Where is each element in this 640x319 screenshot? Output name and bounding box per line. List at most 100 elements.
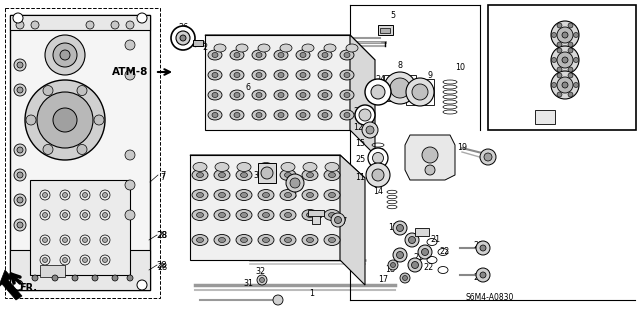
- Ellipse shape: [214, 44, 226, 52]
- Ellipse shape: [340, 110, 354, 120]
- Circle shape: [476, 268, 490, 282]
- Circle shape: [397, 251, 403, 258]
- Circle shape: [371, 85, 385, 99]
- Ellipse shape: [258, 210, 274, 220]
- Circle shape: [45, 35, 85, 75]
- Circle shape: [552, 83, 557, 87]
- Polygon shape: [190, 155, 365, 178]
- Ellipse shape: [196, 173, 204, 177]
- Circle shape: [552, 57, 557, 63]
- Polygon shape: [10, 250, 150, 290]
- Text: 10: 10: [455, 63, 465, 72]
- Circle shape: [562, 57, 568, 63]
- Circle shape: [568, 67, 573, 72]
- Circle shape: [37, 92, 93, 148]
- Ellipse shape: [214, 169, 230, 181]
- Text: 17: 17: [620, 20, 630, 29]
- Ellipse shape: [296, 70, 310, 80]
- Text: 25: 25: [355, 155, 365, 165]
- Ellipse shape: [193, 162, 207, 172]
- Circle shape: [112, 275, 118, 281]
- Ellipse shape: [241, 192, 248, 197]
- Circle shape: [257, 275, 267, 285]
- Ellipse shape: [262, 212, 269, 218]
- Circle shape: [557, 23, 562, 28]
- Ellipse shape: [324, 210, 340, 220]
- Ellipse shape: [324, 44, 336, 52]
- Ellipse shape: [322, 113, 328, 117]
- Text: 28: 28: [157, 263, 167, 272]
- Ellipse shape: [196, 192, 204, 197]
- Circle shape: [400, 273, 410, 283]
- Circle shape: [286, 174, 304, 192]
- Circle shape: [60, 50, 70, 60]
- Ellipse shape: [302, 210, 318, 220]
- Circle shape: [552, 33, 557, 38]
- Ellipse shape: [214, 210, 230, 220]
- Ellipse shape: [234, 113, 240, 117]
- Text: 11: 11: [355, 174, 365, 182]
- Circle shape: [480, 272, 486, 278]
- Bar: [5, 8, 160, 298]
- Bar: [535, 110, 555, 124]
- Ellipse shape: [262, 192, 269, 197]
- Bar: [10, 15, 150, 290]
- Text: 28: 28: [157, 261, 167, 270]
- Circle shape: [102, 238, 108, 242]
- Circle shape: [368, 148, 388, 168]
- Ellipse shape: [218, 238, 225, 242]
- Circle shape: [557, 77, 573, 93]
- Text: 29: 29: [473, 273, 483, 283]
- Circle shape: [42, 212, 47, 218]
- Ellipse shape: [256, 53, 262, 57]
- Ellipse shape: [278, 72, 284, 78]
- Ellipse shape: [258, 44, 270, 52]
- Text: 28: 28: [157, 231, 167, 240]
- Circle shape: [63, 257, 67, 263]
- Circle shape: [397, 225, 403, 232]
- Ellipse shape: [230, 70, 244, 80]
- Circle shape: [25, 80, 105, 160]
- Ellipse shape: [252, 90, 266, 100]
- Circle shape: [63, 238, 67, 242]
- Text: 32: 32: [255, 268, 265, 277]
- Text: 29: 29: [495, 28, 505, 38]
- Circle shape: [557, 92, 562, 97]
- Ellipse shape: [230, 90, 244, 100]
- Circle shape: [551, 71, 579, 99]
- Circle shape: [480, 149, 496, 165]
- Ellipse shape: [208, 90, 222, 100]
- Ellipse shape: [285, 192, 291, 197]
- Text: 3: 3: [291, 190, 296, 199]
- Text: 29: 29: [620, 65, 630, 75]
- Circle shape: [362, 122, 378, 138]
- Ellipse shape: [278, 113, 284, 117]
- Circle shape: [422, 249, 429, 256]
- Circle shape: [403, 276, 408, 280]
- Ellipse shape: [196, 238, 204, 242]
- Ellipse shape: [344, 53, 350, 57]
- Circle shape: [31, 21, 39, 29]
- Ellipse shape: [236, 189, 252, 201]
- Ellipse shape: [218, 173, 225, 177]
- Ellipse shape: [234, 93, 240, 98]
- Circle shape: [422, 147, 438, 163]
- Text: 2: 2: [202, 43, 207, 53]
- Ellipse shape: [212, 93, 218, 98]
- Text: 18: 18: [495, 65, 505, 75]
- Ellipse shape: [214, 189, 230, 201]
- Text: 19: 19: [457, 144, 467, 152]
- Ellipse shape: [318, 70, 332, 80]
- Ellipse shape: [212, 72, 218, 78]
- Circle shape: [568, 73, 573, 78]
- Ellipse shape: [214, 234, 230, 246]
- Circle shape: [573, 57, 579, 63]
- Circle shape: [77, 145, 87, 154]
- Circle shape: [125, 40, 135, 50]
- Text: 12: 12: [353, 122, 363, 131]
- Circle shape: [42, 192, 47, 197]
- Circle shape: [562, 32, 568, 38]
- Circle shape: [42, 238, 47, 242]
- Ellipse shape: [256, 113, 262, 117]
- Ellipse shape: [192, 169, 208, 181]
